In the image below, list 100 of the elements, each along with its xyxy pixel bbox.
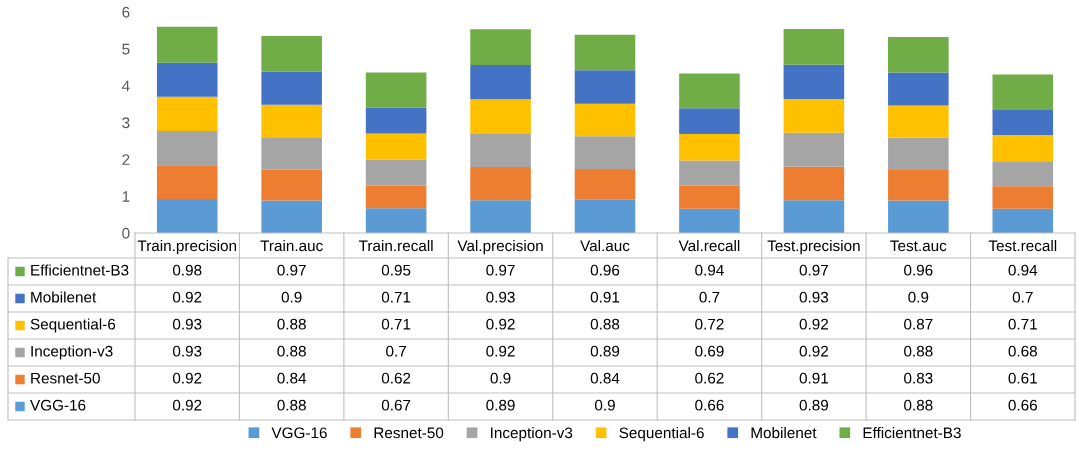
- y-tick-label: 1: [122, 191, 130, 202]
- bar: [261, 104, 322, 138]
- bar: [365, 72, 427, 108]
- data-label: 0.88: [277, 345, 306, 357]
- y-tick-label: 0: [122, 227, 130, 239]
- data-label: 0.9: [594, 399, 615, 411]
- data-label: 0.69: [695, 345, 724, 357]
- bar: [156, 62, 218, 97]
- data-label: 0.7: [699, 291, 720, 303]
- x-tick-label: Test.auc: [890, 240, 947, 252]
- data-label: 0.91: [799, 372, 829, 384]
- data-label: 0.66: [1008, 399, 1037, 411]
- bar: [992, 135, 1054, 162]
- data-label: 0.71: [381, 291, 411, 303]
- data-label: 0.62: [695, 372, 724, 384]
- bar: [470, 99, 531, 134]
- data-label: 0.95: [381, 264, 411, 276]
- bar: [261, 169, 322, 201]
- bar: [679, 208, 740, 233]
- bar: [156, 199, 218, 233]
- data-label: 0.92: [172, 399, 202, 411]
- bar: [888, 200, 949, 233]
- data-label: 0.88: [277, 318, 306, 330]
- bar: [992, 109, 1054, 136]
- bar: [783, 132, 845, 167]
- data-label: 0.71: [381, 318, 411, 330]
- bar: [574, 70, 636, 104]
- data-label: 0.98: [172, 264, 202, 276]
- text: VGG-16: [271, 427, 327, 439]
- data-label: 0.96: [904, 264, 933, 276]
- data-label: 0.97: [486, 264, 515, 276]
- data-label: 0.91: [590, 291, 620, 303]
- data-label: 0.89: [590, 345, 620, 357]
- data-label: 0.94: [695, 264, 724, 276]
- data-label: 0.61: [1008, 372, 1037, 384]
- legend-label: VGG-16: [30, 399, 86, 411]
- data-label: 0.97: [277, 264, 306, 276]
- bar: [365, 159, 427, 186]
- bar: [156, 26, 218, 63]
- data-label: 0.93: [172, 318, 202, 330]
- data-label: 0.88: [277, 399, 306, 411]
- x-tick-label: Val.recall: [678, 239, 740, 252]
- data-label: 0.7: [1012, 291, 1033, 303]
- y-tick-label: 4: [121, 80, 130, 92]
- bar: [679, 133, 740, 161]
- bar: [679, 160, 740, 186]
- data-label: 0.97: [799, 264, 828, 276]
- x-tick-label: Train.recall: [358, 239, 433, 252]
- bar: [574, 136, 636, 169]
- bar: [470, 200, 531, 233]
- data-label: 0.71: [1008, 318, 1037, 330]
- bar: [156, 96, 218, 131]
- text: Sequential-6: [619, 427, 704, 442]
- text: Efficientnet-B3: [863, 427, 961, 439]
- data-label: 0.93: [486, 291, 515, 303]
- bar: [888, 37, 949, 73]
- bar: [783, 200, 845, 233]
- bar: [679, 108, 740, 134]
- data-label: 0.84: [590, 372, 620, 384]
- data-label: 0.93: [799, 291, 829, 303]
- bar: [261, 35, 322, 72]
- y-tick-label: 3: [122, 117, 130, 129]
- data-label: 0.88: [590, 318, 620, 330]
- text: Resnet-50: [374, 427, 444, 439]
- bar: [574, 103, 636, 137]
- bar: [679, 185, 740, 209]
- bar: [992, 186, 1054, 209]
- legend-label: Sequential-6: [30, 318, 116, 333]
- bar: [574, 199, 636, 233]
- data-label: 0.83: [904, 372, 933, 384]
- data-label: 0.88: [904, 399, 933, 411]
- bar: [365, 185, 427, 209]
- x-tick-label: Val.auc: [580, 239, 630, 252]
- data-label: 0.72: [695, 318, 724, 330]
- bar: [992, 161, 1054, 187]
- y-tick-label: 2: [122, 154, 130, 165]
- legend-label: Mobilenet: [31, 291, 97, 303]
- bar: [156, 165, 218, 200]
- x-tick-label: Train.auc: [260, 239, 323, 252]
- bar: [888, 72, 949, 106]
- bar: [992, 74, 1054, 110]
- bar: [365, 107, 427, 134]
- bar: [888, 105, 949, 138]
- bar: [261, 200, 322, 233]
- data-label: 0.68: [1008, 345, 1037, 357]
- data-label: 0.92: [172, 291, 202, 303]
- bar: [156, 130, 218, 166]
- data-label: 0.84: [277, 372, 307, 384]
- data-label: 0.67: [381, 399, 411, 411]
- legend-label: Resnet-50: [31, 372, 100, 384]
- bar: [261, 71, 322, 105]
- data-label: 0.96: [590, 264, 620, 276]
- bar: [783, 28, 845, 65]
- data-label: 0.87: [904, 318, 933, 330]
- data-label: 0.92: [799, 318, 828, 330]
- bar: [679, 73, 740, 109]
- data-label: 0.88: [904, 345, 933, 357]
- bar: [783, 64, 845, 99]
- bar: [470, 167, 531, 201]
- legend-label: Inception-v3: [31, 345, 113, 360]
